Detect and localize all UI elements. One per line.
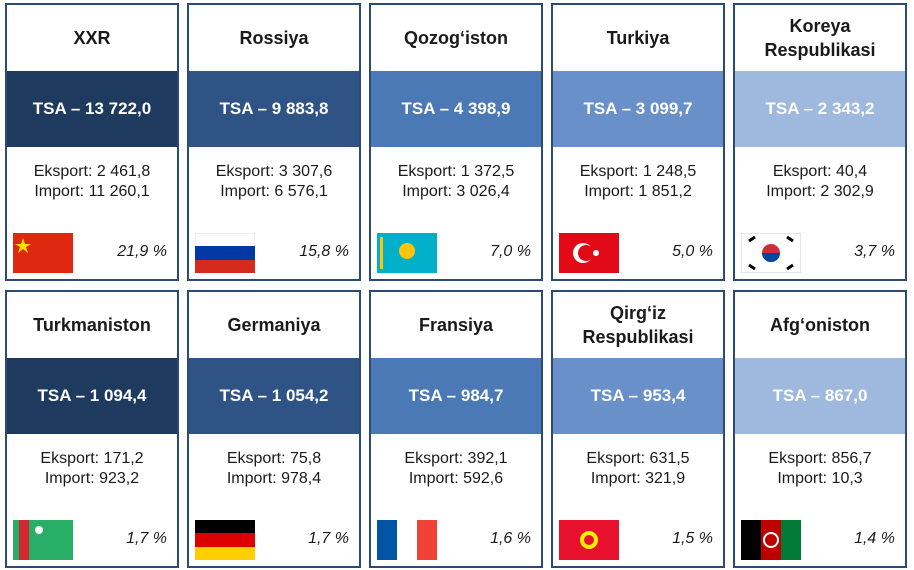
country-card: Turkmaniston TSA – 1 094,4 Eksport: 171,2 I…	[5, 290, 179, 568]
trade-details: Eksport: 631,5 Import: 321,9	[553, 434, 723, 504]
flag	[195, 520, 255, 560]
country-name: Afg‘oniston	[770, 315, 870, 335]
country-name: Rossiya	[239, 28, 309, 48]
tsa-value: TSA – 953,4	[553, 358, 723, 434]
card-footer: 21,9 %	[7, 231, 177, 275]
import-value: Import: 6 576,1	[220, 183, 328, 200]
card-footer: 7,0 %	[371, 231, 541, 275]
flag	[13, 233, 73, 273]
export-value: Eksport: 856,7	[768, 450, 872, 467]
export-value: Eksport: 631,5	[586, 450, 690, 467]
country-card: XXR TSA – 13 722,0 Eksport: 2 461,8 Import:…	[5, 3, 179, 281]
country-name: Turkmaniston	[33, 315, 151, 335]
flag	[741, 520, 801, 560]
trade-share: 1,7 %	[126, 530, 167, 547]
export-value: Eksport: 2 461,8	[33, 163, 151, 180]
flag	[559, 520, 619, 560]
tsa-value: TSA – 2 343,2	[735, 71, 905, 147]
country-name: Germaniya	[227, 315, 321, 335]
export-value: Eksport: 1 248,5	[579, 163, 697, 180]
country-card: Rossiya TSA – 9 883,8 Eksport: 3 307,6 Impo…	[187, 3, 361, 281]
import-value: Import: 11 260,1	[34, 183, 150, 200]
card-footer: 3,7 %	[735, 231, 905, 275]
tsa-value: TSA – 4 398,9	[371, 71, 541, 147]
trade-share: 5,0 %	[672, 243, 713, 260]
card-footer: 1,7 %	[189, 518, 359, 562]
trade-share: 1,4 %	[854, 530, 895, 547]
trade-details: Eksport: 40,4 Import: 2 302,9	[735, 147, 905, 217]
country-card: Koreya Respublikasi TSA – 2 343,2 Eksport:…	[733, 3, 907, 281]
card-footer: 5,0 %	[553, 231, 723, 275]
country-card: Qirg‘iz Respublikasi TSA – 953,4 Eksport: …	[551, 290, 725, 568]
import-value: Import: 10,3	[777, 470, 863, 487]
country-name: Koreya Respublikasi	[764, 16, 876, 60]
country-name: XXR	[73, 28, 111, 48]
country-card: Germaniya TSA – 1 054,2 Eksport: 75,8 Impor…	[187, 290, 361, 568]
tsa-value: TSA – 9 883,8	[189, 71, 359, 147]
export-value: Eksport: 392,1	[404, 450, 508, 467]
export-value: Eksport: 1 372,5	[397, 163, 515, 180]
trade-share: 3,7 %	[854, 243, 895, 260]
card-footer: 1,7 %	[7, 518, 177, 562]
country-card: Turkiya TSA – 3 099,7 Eksport: 1 248,5 Impo…	[551, 3, 725, 281]
trade-share: 1,7 %	[308, 530, 349, 547]
trade-details: Eksport: 392,1 Import: 592,6	[371, 434, 541, 504]
import-value: Import: 321,9	[590, 470, 686, 487]
import-value: Import: 923,2	[44, 470, 140, 487]
tsa-value: TSA – 984,7	[371, 358, 541, 434]
import-value: Import: 1 851,2	[584, 183, 692, 200]
card-footer: 1,5 %	[553, 518, 723, 562]
country-name: Qozog‘iston	[404, 28, 508, 48]
trade-details: Eksport: 1 248,5 Import: 1 851,2	[553, 147, 723, 217]
trade-details: Eksport: 75,8 Import: 978,4	[189, 434, 359, 504]
card-footer: 1,4 %	[735, 518, 905, 562]
trade-share: 1,5 %	[672, 530, 713, 547]
trade-details: Eksport: 2 461,8 Import: 11 260,1	[7, 147, 177, 217]
trade-share: 1,6 %	[490, 530, 531, 547]
flag	[559, 233, 619, 273]
import-value: Import: 2 302,9	[766, 183, 874, 200]
trade-share: 7,0 %	[490, 243, 531, 260]
country-card: Afg‘oniston TSA – 867,0 Eksport: 856,7 Impo…	[733, 290, 907, 568]
country-card: Qozog‘iston TSA – 4 398,9 Eksport: 1 372,5…	[369, 3, 543, 281]
tsa-value: TSA – 1 094,4	[7, 358, 177, 434]
export-value: Eksport: 40,4	[772, 163, 868, 180]
country-name: Qirg‘iz Respublikasi	[582, 303, 694, 347]
card-footer: 15,8 %	[189, 231, 359, 275]
trade-share: 21,9 %	[117, 243, 167, 260]
import-value: Import: 978,4	[226, 470, 322, 487]
import-value: Import: 3 026,4	[402, 183, 510, 200]
flag	[13, 520, 73, 560]
export-value: Eksport: 3 307,6	[215, 163, 333, 180]
country-name: Turkiya	[606, 28, 670, 48]
flag	[377, 233, 437, 273]
card-footer: 1,6 %	[371, 518, 541, 562]
tsa-value: TSA – 3 099,7	[553, 71, 723, 147]
flag	[377, 520, 437, 560]
tsa-value: TSA – 1 054,2	[189, 358, 359, 434]
trade-details: Eksport: 171,2 Import: 923,2	[7, 434, 177, 504]
export-value: Eksport: 171,2	[40, 450, 144, 467]
export-value: Eksport: 75,8	[226, 450, 322, 467]
flag	[741, 233, 801, 273]
import-value: Import: 592,6	[408, 470, 504, 487]
trade-details: Eksport: 856,7 Import: 10,3	[735, 434, 905, 504]
tsa-value: TSA – 867,0	[735, 358, 905, 434]
flag	[195, 233, 255, 273]
country-name: Fransiya	[418, 315, 494, 335]
tsa-value: TSA – 13 722,0	[7, 71, 177, 147]
country-card: Fransiya TSA – 984,7 Eksport: 392,1 Import:…	[369, 290, 543, 568]
trade-details: Eksport: 3 307,6 Import: 6 576,1	[189, 147, 359, 217]
trade-share: 15,8 %	[299, 243, 349, 260]
trade-details: Eksport: 1 372,5 Import: 3 026,4	[371, 147, 541, 217]
